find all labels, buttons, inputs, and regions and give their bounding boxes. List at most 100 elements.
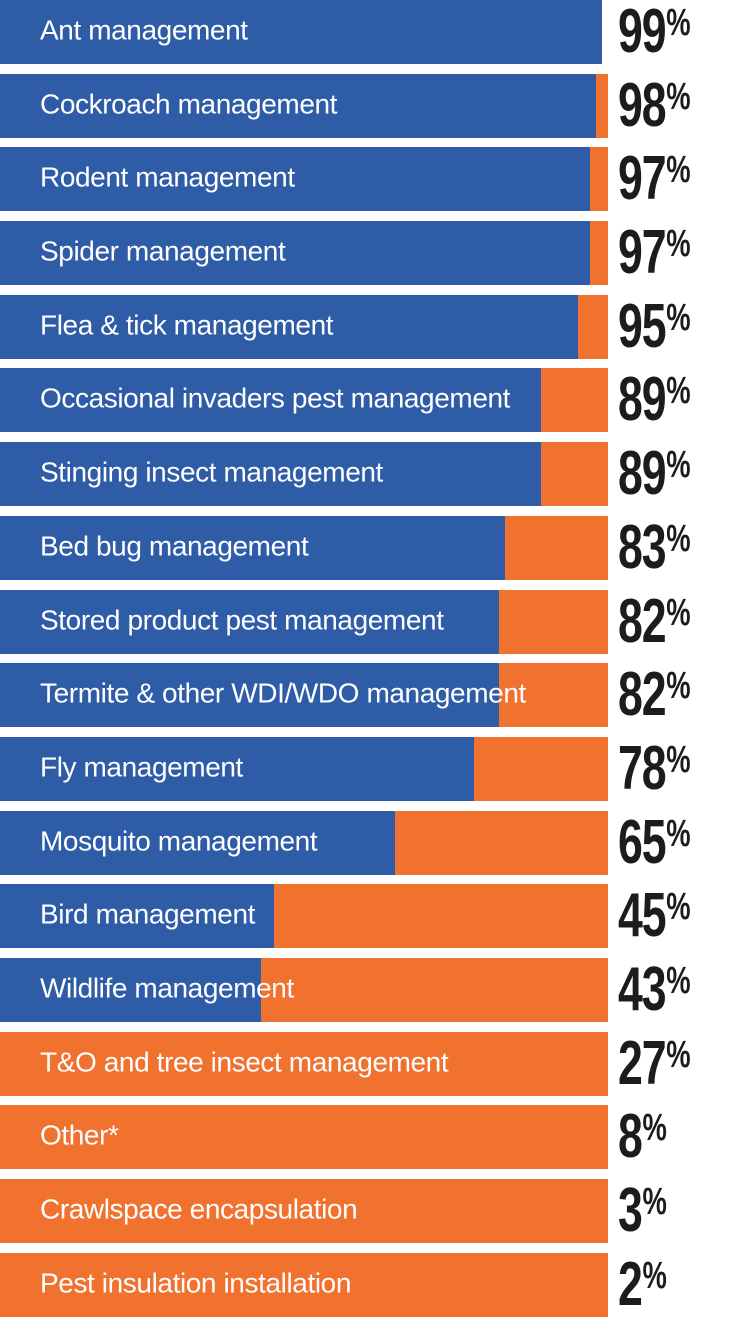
value-number: 45 xyxy=(618,881,667,951)
bar-segment-blue xyxy=(0,442,542,507)
percent-sign: % xyxy=(666,296,691,339)
bar-track: Pest insulation installation xyxy=(0,1252,608,1317)
value-cell: 89% xyxy=(608,442,731,506)
bar-label: Mosquito management xyxy=(40,825,318,857)
bar-segment-blue xyxy=(0,147,590,212)
bar-track: Ant management xyxy=(0,0,608,64)
bar-track: Bed bug management xyxy=(0,515,608,580)
percent-sign: % xyxy=(666,886,691,929)
bar-label: Spider management xyxy=(40,235,286,267)
value-number: 82 xyxy=(618,586,667,656)
bar-segment-blue xyxy=(0,515,505,580)
bar-track: Spider management xyxy=(0,221,608,286)
bar-segment-orange xyxy=(273,884,608,949)
bar-row: Fly management 78% xyxy=(0,736,731,801)
bar-track: Bird management xyxy=(0,884,608,949)
percent-sign: % xyxy=(666,812,691,855)
percent-sign: % xyxy=(666,2,691,44)
bar-row: Pest insulation installation 2% xyxy=(0,1252,731,1317)
bar-row: Ant management 99% xyxy=(0,0,731,64)
value-label: 97% xyxy=(618,222,691,284)
bar-label: T&O and tree insect management xyxy=(40,1046,449,1078)
value-cell: 8% xyxy=(608,1105,731,1169)
value-label: 82% xyxy=(618,664,691,726)
bar-row: Wildlife management 43% xyxy=(0,957,731,1022)
bar-track: Cockroach management xyxy=(0,73,608,138)
bar-label: Occasional invaders pest management xyxy=(40,383,511,415)
bar-segment-orange xyxy=(577,294,608,359)
bar-segment-blue xyxy=(0,368,542,433)
value-cell: 3% xyxy=(608,1179,731,1243)
bar-row: Crawlspace encapsulation 3% xyxy=(0,1179,731,1243)
percent-sign: % xyxy=(666,444,691,487)
value-number: 65 xyxy=(618,807,667,877)
bar-track: Stored product pest management xyxy=(0,589,608,654)
bar-row: T&O and tree insect management 27% xyxy=(0,1031,731,1096)
value-number: 2 xyxy=(618,1249,643,1319)
bar-segment-blue xyxy=(0,957,262,1022)
bar-track: T&O and tree insect management xyxy=(0,1031,608,1096)
value-label: 82% xyxy=(618,586,691,656)
value-label: 97% xyxy=(618,148,691,210)
bar-track: Crawlspace encapsulation xyxy=(0,1179,608,1243)
bar-segment-blue xyxy=(0,589,499,654)
bar-segment-orange xyxy=(595,73,608,138)
value-cell: 99% xyxy=(608,0,731,64)
percent-sign: % xyxy=(666,665,691,708)
value-number: 99 xyxy=(618,0,667,66)
percent-sign: % xyxy=(666,591,691,634)
value-number: 82 xyxy=(618,660,667,730)
bar-segment-orange xyxy=(0,1105,608,1170)
value-cell: 78% xyxy=(608,737,731,801)
percent-sign: % xyxy=(642,1254,667,1297)
bar-track: Mosquito management xyxy=(0,810,608,875)
value-number: 97 xyxy=(618,218,667,288)
percent-sign: % xyxy=(666,1033,691,1076)
bar-label: Cockroach management xyxy=(40,88,338,120)
bar-label: Bed bug management xyxy=(40,530,309,562)
bar-row: Flea & tick management 95% xyxy=(0,291,731,361)
bar-row: Termite & other WDI/WDO management 82% xyxy=(0,663,731,728)
bar-track: Termite & other WDI/WDO management xyxy=(0,663,608,728)
value-label: 83% xyxy=(618,516,691,579)
bar-segment-orange xyxy=(0,1179,608,1243)
bar-track: Rodent management xyxy=(0,147,608,212)
value-number: 89 xyxy=(618,439,667,509)
bar-segment-blue xyxy=(0,221,590,286)
value-cell: 83% xyxy=(608,516,731,580)
bar-row: Rodent management 97% xyxy=(0,147,731,212)
value-label: 43% xyxy=(618,958,691,1021)
value-cell: 45% xyxy=(608,884,731,948)
value-label: 2% xyxy=(618,1249,667,1319)
value-cell: 97% xyxy=(608,147,731,211)
value-label: 45% xyxy=(618,885,691,947)
bar-track: Occasional invaders pest management xyxy=(0,368,608,433)
bar-segment-orange xyxy=(541,368,608,433)
value-label: 27% xyxy=(618,1032,691,1095)
value-label: 3% xyxy=(618,1180,667,1242)
value-cell: 2% xyxy=(608,1253,731,1317)
bar-segment-blue xyxy=(0,73,596,138)
percent-sign: % xyxy=(666,75,691,118)
value-number: 95 xyxy=(618,291,667,361)
value-number: 98 xyxy=(618,70,667,140)
bar-segment-orange xyxy=(0,1031,608,1096)
percent-sign: % xyxy=(642,1107,667,1150)
value-number: 78 xyxy=(618,733,667,803)
bar-row: Cockroach management 98% xyxy=(0,70,731,140)
bar-row: Occasional invaders pest management 89% xyxy=(0,368,731,433)
bar-track: Fly management xyxy=(0,736,608,801)
value-label: 89% xyxy=(618,369,691,431)
bar-segment-orange xyxy=(474,736,608,801)
bar-segment-blue xyxy=(0,663,499,728)
value-cell: 43% xyxy=(608,958,731,1022)
percent-sign: % xyxy=(666,223,691,266)
value-label: 98% xyxy=(618,70,691,140)
bar-segment-blue xyxy=(0,736,475,801)
bar-label: Bird management xyxy=(40,898,256,930)
percent-sign: % xyxy=(666,738,691,781)
percent-sign: % xyxy=(666,517,691,560)
value-label: 89% xyxy=(618,443,691,505)
bar-row: Bed bug management 83% xyxy=(0,515,731,580)
